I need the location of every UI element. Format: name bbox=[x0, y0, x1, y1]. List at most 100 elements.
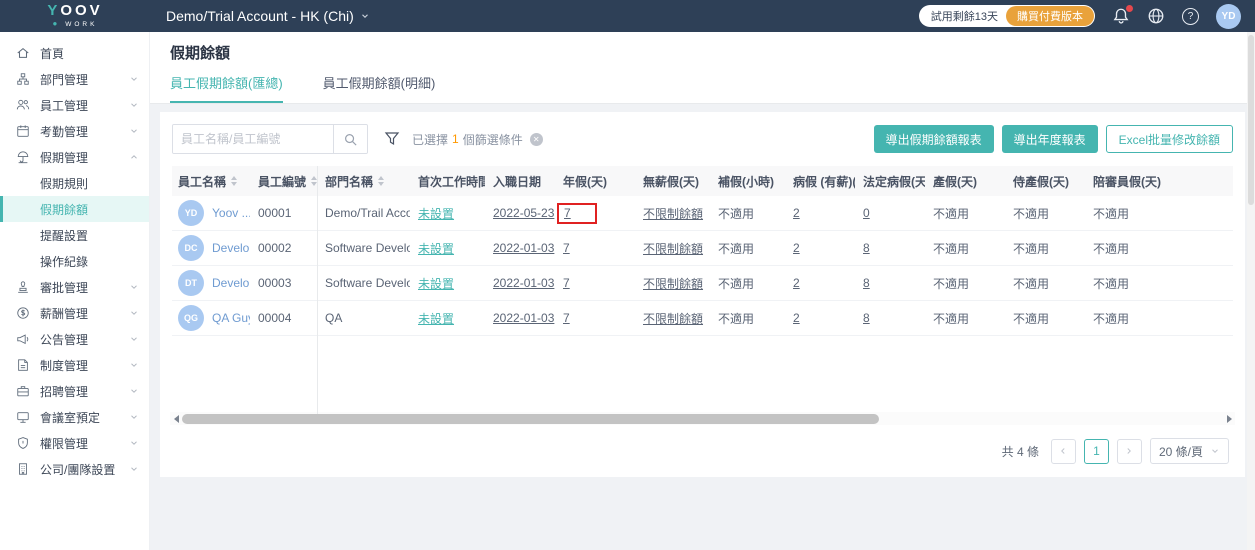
sidebar-item-meeting-room[interactable]: 會議室預定 bbox=[0, 404, 149, 430]
annual-leave-link[interactable]: 7 bbox=[563, 276, 570, 290]
toolbar-actions: 導出假期餘額報表 導出年度報表 Excel批量修改餘額 bbox=[873, 125, 1233, 153]
recruitment-icon bbox=[16, 384, 31, 399]
clear-filter-icon[interactable]: ✕ bbox=[529, 132, 543, 146]
sidebar-item-recruitment[interactable]: 招聘管理 bbox=[0, 378, 149, 404]
question-icon: ? bbox=[1182, 7, 1199, 25]
sidebar-item-departments[interactable]: 部門管理 bbox=[0, 66, 149, 92]
sidebar-item-label: 首頁 bbox=[40, 46, 65, 61]
filter-button[interactable] bbox=[384, 131, 400, 147]
employee-name-link[interactable]: QA Guy bbox=[212, 311, 250, 325]
page-number-button[interactable]: 1 bbox=[1083, 438, 1109, 464]
statutory-sick-leave-link[interactable]: 8 bbox=[863, 276, 870, 290]
column-header-department[interactable]: 部門名稱 bbox=[317, 173, 410, 190]
sidebar-item-label: 假期規則 bbox=[40, 176, 89, 191]
sidebar-item-leave-balance[interactable]: 假期餘額 bbox=[0, 196, 149, 222]
sort-icon bbox=[378, 176, 385, 186]
paid-sick-leave-link[interactable]: 2 bbox=[793, 241, 800, 255]
sidebar-item-company-settings[interactable]: 公司/團隊設置 bbox=[0, 456, 149, 482]
sidebar-item-operation-log[interactable]: 操作紀錄 bbox=[0, 248, 149, 274]
sidebar-item-home[interactable]: 首頁 bbox=[0, 40, 149, 66]
chevron-down-icon bbox=[1212, 449, 1218, 453]
sidebar-item-payroll[interactable]: 薪酬管理 bbox=[0, 300, 149, 326]
scrollbar-track[interactable] bbox=[182, 413, 1223, 424]
meeting-room-icon bbox=[16, 410, 31, 425]
next-page-button[interactable] bbox=[1116, 438, 1142, 464]
employee-name-link[interactable]: Develo... bbox=[212, 241, 250, 255]
chevron-down-icon bbox=[129, 438, 139, 448]
export-leave-report-button[interactable]: 導出假期餘額報表 bbox=[873, 125, 994, 153]
user-avatar[interactable]: YD bbox=[1216, 3, 1241, 29]
column-header-employee-name[interactable]: 員工名稱 bbox=[172, 173, 250, 190]
account-switcher[interactable]: Demo/Trial Account - HK (Chi) bbox=[166, 8, 370, 24]
first-work-time-link[interactable]: 未設置 bbox=[418, 206, 455, 221]
sidebar-item-label: 提醒設置 bbox=[40, 228, 89, 243]
join-date-link[interactable]: 2022-01-03 bbox=[493, 311, 555, 325]
sidebar-item-attendance[interactable]: 考勤管理 bbox=[0, 118, 149, 144]
language-button[interactable] bbox=[1147, 7, 1165, 25]
chevron-down-icon bbox=[129, 74, 139, 84]
sidebar-item-reminder-settings[interactable]: 提醒設置 bbox=[0, 222, 149, 248]
search-input[interactable] bbox=[173, 125, 333, 153]
search-button[interactable] bbox=[333, 125, 367, 153]
sidebar-item-permissions[interactable]: 權限管理 bbox=[0, 430, 149, 456]
column-header-employee-id[interactable]: 員工編號 bbox=[250, 173, 317, 190]
employee-name-link[interactable]: Develo... bbox=[212, 276, 250, 290]
export-annual-report-button[interactable]: 導出年度報表 bbox=[1001, 125, 1098, 153]
join-date-link[interactable]: 2022-05-23 bbox=[493, 206, 555, 220]
department-name: Software Develop... bbox=[325, 276, 410, 290]
bell-icon bbox=[1113, 8, 1129, 24]
notifications-button[interactable] bbox=[1112, 5, 1133, 25]
employee-name-link[interactable]: Yoov ... bbox=[212, 206, 250, 220]
annual-leave-link[interactable]: 7 bbox=[564, 205, 571, 220]
sidebar-item-approval[interactable]: 審批管理 bbox=[0, 274, 149, 300]
upgrade-button[interactable]: 購買付費版本 bbox=[1006, 6, 1094, 26]
scrollbar-thumb[interactable] bbox=[182, 413, 880, 424]
help-button[interactable]: ? bbox=[1182, 7, 1199, 25]
vertical-scrollbar[interactable] bbox=[1247, 32, 1255, 550]
prev-page-button[interactable] bbox=[1050, 438, 1076, 464]
chevron-down-icon bbox=[129, 386, 139, 396]
excel-batch-edit-button[interactable]: Excel批量修改餘額 bbox=[1105, 125, 1233, 153]
vertical-scrollbar-thumb[interactable] bbox=[1248, 35, 1254, 205]
statutory-sick-leave-link[interactable]: 8 bbox=[863, 311, 870, 325]
first-work-time-link[interactable]: 未設置 bbox=[418, 311, 455, 326]
paid-sick-leave-link[interactable]: 2 bbox=[793, 276, 800, 290]
page-size-select[interactable]: 20 條/頁 bbox=[1149, 438, 1229, 464]
unpaid-leave-link[interactable]: 不限制餘額 bbox=[643, 311, 704, 326]
sidebar-item-leave[interactable]: 假期管理 bbox=[0, 144, 149, 170]
tab-leave-balance-detail[interactable]: 員工假期餘額(明細) bbox=[322, 76, 436, 91]
table-row: QG QA Guy 00004 QA 未設置 2022-01-03 7 不限制餘額… bbox=[172, 301, 1233, 336]
sidebar-item-leave-rules[interactable]: 假期規則 bbox=[0, 170, 149, 196]
table-row: YD Yoov ... 00001 Demo/Trail Accou... 未設置… bbox=[172, 196, 1233, 231]
join-date-link[interactable]: 2022-01-03 bbox=[493, 276, 555, 290]
unpaid-leave-link[interactable]: 不限制餘額 bbox=[643, 206, 704, 221]
trial-remaining-text: 試用剩餘13天 bbox=[930, 11, 998, 23]
sidebar-item-employees[interactable]: 員工管理 bbox=[0, 92, 149, 118]
statutory-sick-leave-link[interactable]: 0 bbox=[863, 206, 870, 220]
sidebar-item-announcements[interactable]: 公告管理 bbox=[0, 326, 149, 352]
column-header-statutory-sick-leave: 法定病假(天) bbox=[863, 174, 925, 189]
tab-leave-balance-summary[interactable]: 員工假期餘額(匯總) bbox=[170, 73, 283, 103]
avatar: DC bbox=[178, 235, 204, 261]
statutory-sick-leave-link[interactable]: 8 bbox=[863, 241, 870, 255]
scroll-right-arrow-icon[interactable] bbox=[1223, 414, 1235, 423]
sidebar-item-label: 公司/團隊設置 bbox=[40, 462, 116, 477]
fixed-column-divider bbox=[317, 166, 318, 416]
first-work-time-link[interactable]: 未設置 bbox=[418, 276, 455, 291]
paid-sick-leave-link[interactable]: 2 bbox=[793, 311, 800, 325]
permission-icon bbox=[16, 436, 31, 451]
unpaid-leave-link[interactable]: 不限制餘額 bbox=[643, 241, 704, 256]
join-date-link[interactable]: 2022-01-03 bbox=[493, 241, 555, 255]
sidebar-item-label: 薪酬管理 bbox=[40, 306, 89, 321]
tab-bar: 員工假期餘額(匯總) 員工假期餘額(明細) bbox=[170, 73, 1255, 103]
unpaid-leave-link[interactable]: 不限制餘額 bbox=[643, 276, 704, 291]
scroll-left-arrow-icon[interactable] bbox=[170, 414, 182, 423]
annual-leave-link[interactable]: 7 bbox=[563, 241, 570, 255]
yoov-work-logo: YOOV ● WORK bbox=[0, 3, 150, 29]
annual-leave-link[interactable]: 7 bbox=[563, 311, 570, 325]
sidebar-item-policy[interactable]: 制度管理 bbox=[0, 352, 149, 378]
avatar: QG bbox=[178, 305, 204, 331]
first-work-time-link[interactable]: 未設置 bbox=[418, 241, 455, 256]
paid-sick-leave-link[interactable]: 2 bbox=[793, 206, 800, 220]
